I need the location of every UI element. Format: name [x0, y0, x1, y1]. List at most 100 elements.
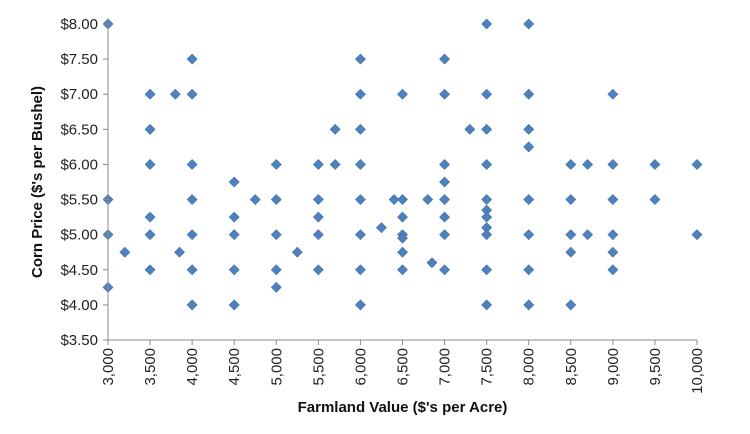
data-point	[228, 176, 240, 188]
x-tick-label: 10,000	[689, 348, 706, 394]
x-axis-title: Farmland Value ($'s per Acre)	[298, 399, 508, 416]
data-point	[144, 88, 156, 100]
y-tick-label: $5.00	[60, 227, 98, 244]
data-point	[481, 159, 493, 170]
x-tick-label: 9,500	[647, 348, 664, 386]
data-point	[691, 229, 703, 241]
data-point	[607, 88, 619, 100]
x-tick-label: 7,000	[437, 348, 454, 386]
data-point	[355, 159, 366, 170]
data-point	[565, 246, 577, 258]
data-point	[355, 123, 366, 135]
y-axis-ticks: $3.50 $4.00 $4.50 $5.00 $5.50 $6.00 $6.50 $7.00…	[60, 16, 108, 349]
y-tick-label: $5.50	[60, 192, 98, 209]
data-point	[144, 264, 156, 276]
data-point	[169, 88, 181, 100]
data-point	[607, 264, 619, 276]
data-point	[523, 88, 535, 100]
x-tick-label: 9,000	[605, 348, 622, 386]
y-tick-label: $7.50	[60, 51, 98, 68]
data-point	[607, 159, 619, 170]
data-point	[119, 246, 131, 258]
data-point	[439, 194, 450, 205]
data-point	[565, 159, 577, 170]
data-point	[270, 281, 282, 293]
data-point	[312, 194, 324, 205]
data-point	[523, 299, 535, 311]
y-tick-label: $8.00	[60, 16, 98, 33]
data-point	[270, 159, 282, 170]
data-point	[312, 211, 324, 223]
x-tick-label: 3,500	[142, 348, 159, 386]
data-point	[607, 229, 619, 241]
data-point	[228, 229, 240, 241]
data-point	[523, 18, 535, 30]
data-point	[186, 299, 198, 311]
data-point	[397, 88, 408, 100]
data-point	[312, 159, 324, 170]
data-point	[186, 159, 198, 170]
data-point	[228, 211, 240, 223]
data-point	[523, 141, 535, 153]
data-point	[397, 264, 408, 276]
data-point	[523, 264, 535, 276]
data-point	[582, 229, 594, 241]
data-point	[312, 264, 324, 276]
data-point	[312, 229, 324, 241]
y-tick-label: $3.50	[60, 332, 98, 349]
data-point	[523, 229, 535, 241]
data-markers	[102, 18, 703, 311]
data-point	[481, 123, 493, 135]
data-point	[397, 194, 408, 205]
data-point	[481, 299, 493, 311]
data-point	[388, 194, 400, 205]
x-tick-label: 8,500	[563, 348, 580, 386]
data-point	[565, 229, 577, 241]
data-point	[355, 229, 366, 241]
data-point	[186, 229, 198, 241]
data-point	[426, 257, 438, 269]
data-point	[376, 222, 387, 234]
y-tick-label: $6.50	[60, 121, 98, 138]
data-point	[439, 88, 450, 100]
x-tick-label: 6,500	[395, 348, 412, 386]
data-point	[144, 123, 156, 135]
y-tick-label: $7.00	[60, 86, 98, 103]
data-point	[481, 194, 493, 205]
data-point	[439, 53, 450, 65]
data-point	[270, 264, 282, 276]
data-point	[186, 88, 198, 100]
data-point	[481, 18, 493, 30]
data-point	[397, 211, 408, 223]
data-point	[439, 159, 450, 170]
data-point	[649, 194, 661, 205]
x-tick-label: 4,500	[226, 348, 243, 386]
data-point	[439, 264, 450, 276]
data-point	[186, 194, 198, 205]
data-point	[439, 229, 450, 241]
y-tick-label: $4.00	[60, 297, 98, 314]
x-tick-label: 3,000	[100, 348, 117, 386]
data-point	[329, 123, 341, 135]
data-point	[329, 159, 341, 170]
data-point	[481, 211, 493, 223]
data-point	[355, 299, 366, 311]
data-point	[649, 159, 661, 170]
axes	[107, 18, 697, 341]
x-tick-label: 6,000	[352, 348, 369, 386]
data-point	[355, 194, 366, 205]
x-tick-label: 5,500	[310, 348, 327, 386]
data-point	[249, 194, 261, 205]
data-point	[523, 194, 535, 205]
data-point	[144, 229, 156, 241]
data-point	[397, 246, 408, 258]
data-point	[439, 176, 450, 188]
data-point	[174, 246, 185, 258]
x-tick-label: 4,000	[184, 348, 201, 386]
y-tick-label: $4.50	[60, 262, 98, 279]
x-tick-label: 7,500	[479, 348, 496, 386]
data-point	[228, 264, 240, 276]
data-point	[481, 264, 493, 276]
